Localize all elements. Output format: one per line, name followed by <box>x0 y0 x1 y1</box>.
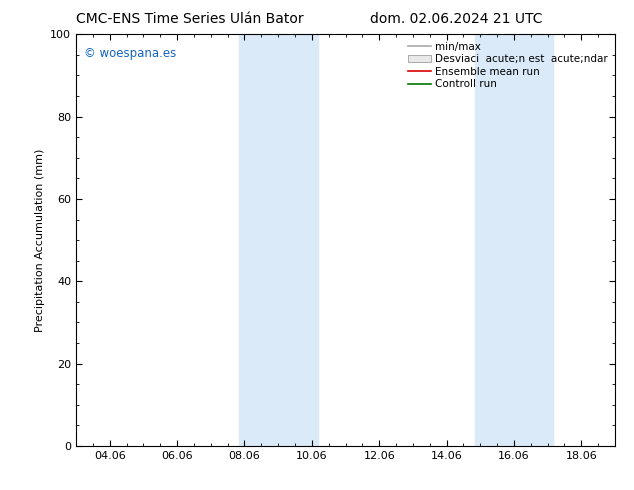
Y-axis label: Precipitation Accumulation (mm): Precipitation Accumulation (mm) <box>35 148 44 332</box>
Text: CMC-ENS Time Series Ulán Bator: CMC-ENS Time Series Ulán Bator <box>76 12 304 26</box>
Bar <box>239 34 318 446</box>
Text: © woespana.es: © woespana.es <box>84 47 176 60</box>
Bar <box>474 34 553 446</box>
Legend: min/max, Desviaci  acute;n est  acute;ndar, Ensemble mean run, Controll run: min/max, Desviaci acute;n est acute;ndar… <box>406 40 610 92</box>
Text: dom. 02.06.2024 21 UTC: dom. 02.06.2024 21 UTC <box>370 12 543 26</box>
